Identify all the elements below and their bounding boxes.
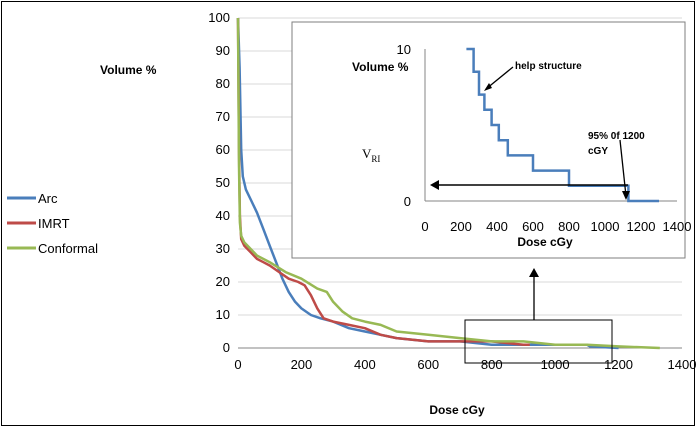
help-structure-label: help structure: [515, 61, 582, 72]
main-y-tick-labels: 0 10 20 30 40 50 60 70 80 90 100: [208, 10, 230, 355]
main-y-tick-20: 20: [216, 274, 230, 289]
main-y-tick-80: 80: [216, 76, 230, 91]
main-x-tick-1400: 1400: [668, 357, 697, 372]
main-x-tick-1200: 1200: [604, 357, 633, 372]
vri-label-subscript: RI: [371, 154, 380, 164]
inset-x-tick-600: 600: [522, 219, 544, 234]
vri-label-main: V: [362, 146, 372, 161]
main-y-tick-10: 10: [216, 307, 230, 322]
legend-label-arc: Arc: [38, 191, 58, 206]
help-structure-arrowhead: [484, 83, 492, 91]
inset-panel: [291, 21, 686, 259]
main-y-tick-90: 90: [216, 43, 230, 58]
inset-x-tick-0: 0: [421, 219, 428, 234]
inset-x-tick-200: 200: [450, 219, 472, 234]
inset-series-lines: [466, 47, 659, 203]
percent-arrow: [619, 139, 627, 197]
main-x-tick-200: 200: [291, 357, 313, 372]
main-x-tick-0: 0: [234, 357, 241, 372]
percent-label-line2: cGY: [588, 146, 608, 157]
main-y-tick-30: 30: [216, 241, 230, 256]
main-series-lines: [236, 17, 660, 350]
main-y-tick-40: 40: [216, 208, 230, 223]
series-imrt-line: [236, 17, 530, 346]
legend-label-imrt: IMRT: [38, 216, 70, 231]
vri-arrowhead: [430, 180, 439, 190]
main-x-axis-label: Dose cGy: [429, 403, 485, 417]
main-y-tick-0: 0: [223, 340, 230, 355]
percent-label-line1: 95% 0f 1200: [588, 131, 645, 142]
main-x-tick-labels: 0 200 400 600 800 1000 1200 1400: [234, 357, 696, 372]
inset-x-tick-1200: 1200: [627, 219, 656, 234]
main-y-tick-60: 60: [216, 142, 230, 157]
main-x-tick-1000: 1000: [541, 357, 570, 372]
main-y-tick-70: 70: [216, 109, 230, 124]
inset-series-arc-line: [466, 47, 659, 203]
legend-label-conformal: Conformal: [38, 241, 98, 256]
inset-x-tick-1400: 1400: [663, 219, 692, 234]
zoom-region-box: [464, 319, 613, 364]
main-y-tick-100: 100: [208, 10, 230, 25]
main-y-axis-label: Volume %: [100, 63, 157, 77]
inset-x-tick-800: 800: [558, 219, 580, 234]
main-x-tick-800: 800: [481, 357, 503, 372]
series-conformal-line: [236, 17, 660, 350]
main-x-tick-600: 600: [417, 357, 439, 372]
inset-y-tick-0: 0: [404, 194, 411, 209]
inset-x-tick-labels: 0 200 400 600 800 1000 1200 1400: [421, 219, 691, 234]
help-structure-arrow: [485, 66, 514, 90]
vri-label: VRI: [362, 146, 380, 164]
zoom-connector-arrowhead: [529, 268, 539, 277]
inset-x-tick-1000: 1000: [591, 219, 620, 234]
inset-x-axis-label: Dose cGy: [517, 235, 573, 249]
percent-arrowhead: [622, 191, 630, 200]
inset-y-tick-labels: 0 10: [397, 42, 411, 209]
inset-x-tick-400: 400: [486, 219, 508, 234]
legend: Arc IMRT Conformal: [7, 191, 98, 256]
main-y-tick-50: 50: [216, 175, 230, 190]
main-x-tick-400: 400: [354, 357, 376, 372]
inset-y-tick-10: 10: [397, 42, 411, 57]
inset-y-axis-label: Volume %: [352, 60, 409, 74]
